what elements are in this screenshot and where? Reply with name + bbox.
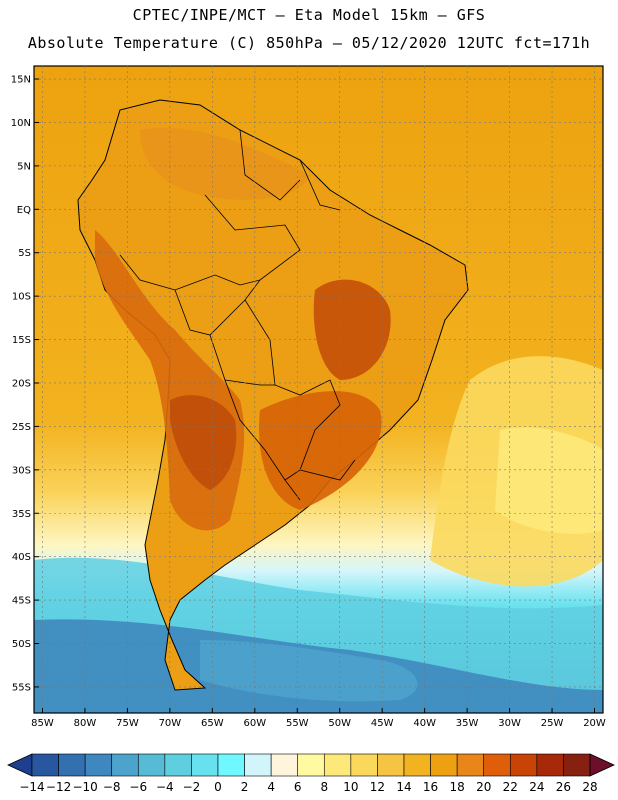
drake-cold-patch — [200, 640, 418, 702]
colorbar-label: 26 — [556, 780, 571, 794]
colorbar-label: −12 — [46, 780, 71, 794]
colorbar-swatch — [483, 753, 511, 777]
colorbar-swatch — [350, 753, 378, 777]
lat-label: 50S — [12, 639, 31, 650]
chart-title-line2: Absolute Temperature (C) 850hPa – 05/12/… — [27, 34, 591, 52]
chart-title-line1: CPTEC/INPE/MCT – Eta Model 15km – GFS — [132, 6, 486, 24]
lat-label: EQ — [17, 205, 31, 216]
lat-label: 30S — [12, 465, 31, 476]
chaco-hot-zone — [170, 395, 237, 490]
colorbar-swatch — [137, 753, 166, 777]
colorbar-swatch — [111, 753, 139, 777]
southern-brazil-warm-zone — [259, 391, 382, 510]
colorbar-swatch — [164, 753, 192, 777]
colorbar-label: 24 — [529, 780, 544, 794]
colorbar-swatch — [377, 753, 405, 777]
colorbar-label: −10 — [72, 780, 97, 794]
colorbar-swatch — [536, 753, 564, 777]
colorbar-label: 12 — [370, 780, 385, 794]
lon-label: 25W — [541, 718, 564, 729]
lat-label: 35S — [12, 509, 31, 520]
colorbar-swatch — [84, 753, 113, 777]
colorbar-label: 18 — [450, 780, 465, 794]
colorbar-label: 4 — [267, 780, 275, 794]
colorbar-swatch — [563, 753, 591, 777]
lat-label: 25S — [12, 422, 31, 433]
colorbar-swatch — [430, 753, 458, 777]
lon-label: 20W — [583, 718, 606, 729]
colorbar-label: −14 — [19, 780, 44, 794]
colorbar-min-arrow — [7, 753, 33, 777]
colorbar-label: −8 — [103, 780, 121, 794]
longitude-labels: 85W 80W 75W 70W 65W 60W 55W 50W 45W 40W 35W 30W 25W 2… — [31, 718, 606, 729]
lat-label: 15N — [11, 75, 31, 86]
colorbar-label: 14 — [396, 780, 411, 794]
colorbar-label: 28 — [582, 780, 597, 794]
lon-label: 45W — [371, 718, 394, 729]
colorbar-label: −4 — [156, 780, 174, 794]
colorbar-label: 16 — [423, 780, 438, 794]
lat-label: 15S — [12, 335, 31, 346]
lon-label: 75W — [116, 718, 139, 729]
venezuela-zone — [140, 128, 310, 200]
colorbar-label: 2 — [241, 780, 249, 794]
lat-label: 45S — [12, 596, 31, 607]
colorbar-swatch — [217, 753, 245, 777]
lat-label: 20S — [12, 378, 31, 389]
lon-label: 30W — [498, 718, 521, 729]
colorbar-label: −2 — [183, 780, 201, 794]
colorbar-label: 8 — [320, 780, 328, 794]
colorbar-swatch — [31, 753, 59, 777]
colorbar-swatch — [403, 753, 431, 777]
colorbar-swatch — [509, 753, 538, 777]
colorbar-label: 0 — [214, 780, 222, 794]
lat-label: 55S — [12, 682, 31, 693]
lat-label: 5S — [18, 248, 31, 259]
lat-label: 10S — [12, 292, 31, 303]
colorbar-labels: −14 −12 −10 −8 −6 −4 −2 0 2 4 6 8 10 12 14 16 18 20 22 24 26… — [19, 780, 597, 794]
colorbar-label: 20 — [476, 780, 491, 794]
lat-label: 40S — [12, 552, 31, 563]
plot-frame — [33, 65, 604, 714]
colorbar-swatch — [323, 753, 352, 777]
colorbar-label: 6 — [294, 780, 302, 794]
atlantic-pale-zone — [495, 427, 603, 534]
colorbar-swatch — [270, 753, 299, 777]
lon-label: 70W — [159, 718, 182, 729]
colorbar-swatch — [191, 753, 219, 777]
colorbar-swatch — [58, 753, 86, 777]
lon-label: 55W — [286, 718, 309, 729]
lat-label: 5N — [17, 161, 31, 172]
lon-label: 60W — [243, 718, 266, 729]
lon-label: 80W — [74, 718, 97, 729]
colorbar-swatch — [244, 753, 272, 777]
central-brazil-hot-zone — [313, 279, 391, 380]
colorbar-label: 22 — [503, 780, 518, 794]
lon-label: 65W — [201, 718, 224, 729]
lon-label: 85W — [31, 718, 54, 729]
lon-label: 35W — [456, 718, 479, 729]
colorbar-swatch — [297, 753, 325, 777]
country-borders — [119, 129, 356, 501]
lon-label: 50W — [328, 718, 351, 729]
colorbar-label: −6 — [129, 780, 147, 794]
colorbar-swatches — [7, 753, 615, 777]
lat-label: 10N — [11, 118, 31, 129]
lon-label: 40W — [413, 718, 436, 729]
colorbar-label: 10 — [343, 780, 358, 794]
colorbar-swatch — [456, 753, 485, 777]
latitude-labels: 15N 10N 5N EQ 5S 10S 15S 20S 25S 30S 35S 40S 45S 50S 5… — [11, 75, 31, 694]
colorbar-max-arrow — [589, 753, 615, 777]
graticule — [34, 66, 603, 713]
